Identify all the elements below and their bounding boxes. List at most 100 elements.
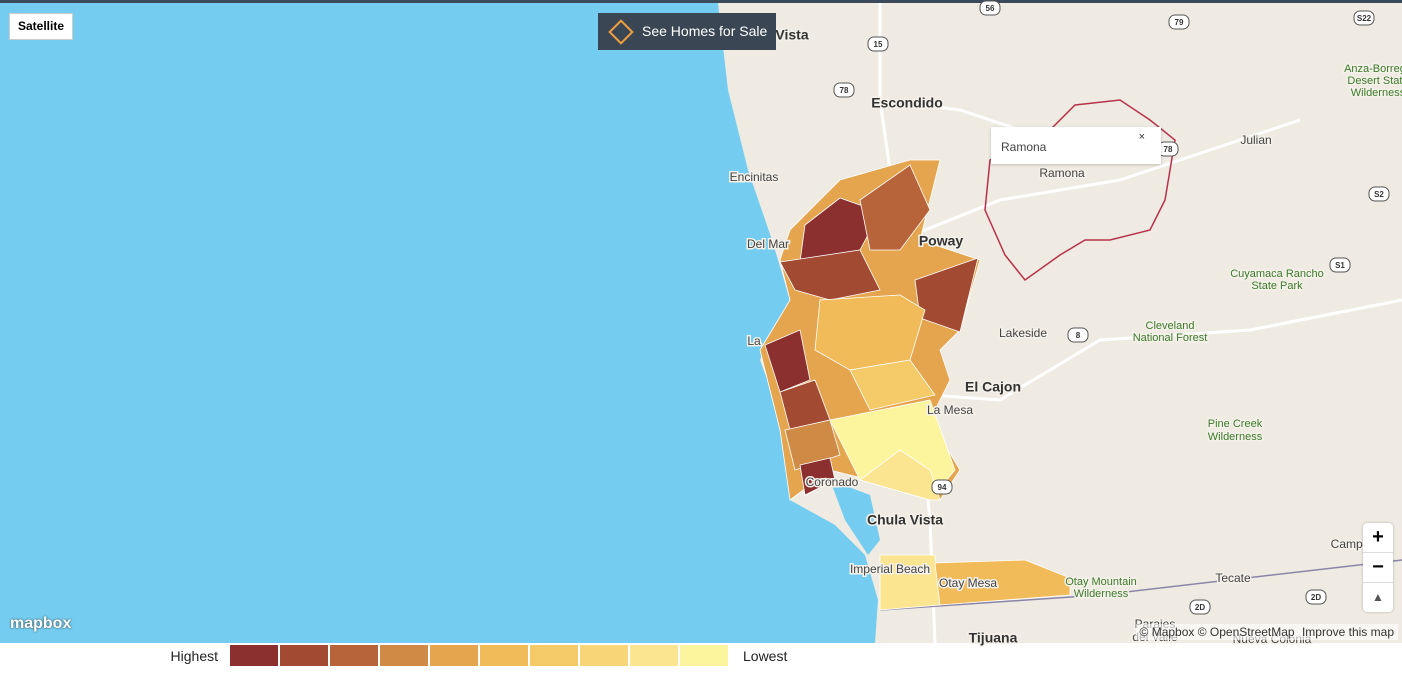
road-shield	[979, 0, 1001, 16]
road-shield	[867, 36, 889, 52]
legend-swatch	[280, 645, 328, 666]
road-shield	[1368, 186, 1390, 202]
place-label: Cleveland	[1146, 320, 1195, 332]
road-shield-label: S22	[1357, 14, 1372, 23]
popup: Ramona ×	[991, 127, 1161, 164]
region	[779, 249, 881, 301]
region	[934, 559, 1071, 606]
place-label: Tijuana	[969, 630, 1018, 646]
region	[849, 359, 936, 411]
place-label: Wilderness	[1074, 588, 1129, 600]
road-shield	[1189, 599, 1211, 615]
road-shield	[1067, 327, 1089, 343]
see-homes-button[interactable]: See Homes for Sale	[598, 13, 776, 50]
legend-low: Lowest	[743, 647, 788, 664]
road-shield	[1353, 10, 1375, 26]
icon	[608, 18, 634, 45]
legend-swatch	[480, 645, 528, 666]
place-label: Wilderness	[1351, 87, 1402, 99]
legend-swatch	[680, 645, 728, 666]
place-label: Lakeside	[999, 326, 1047, 340]
attribution: © Mapbox © OpenStreetMap Improve this ma…	[1135, 624, 1398, 640]
place-label: Ramona	[1039, 166, 1085, 180]
road-shield-label: 78	[840, 86, 849, 95]
road-shield-label: 2D	[1311, 593, 1321, 602]
place-label: Anza-Borrego	[1344, 63, 1402, 75]
place-label: Escondido	[871, 95, 943, 111]
place-label: Campo	[1331, 537, 1370, 551]
region	[859, 164, 931, 251]
region	[914, 257, 979, 333]
cta-label: See Homes for Sale	[642, 23, 768, 39]
place-label: La	[747, 334, 761, 348]
road-shield	[1305, 589, 1327, 605]
zoom-out[interactable]: −	[1363, 553, 1393, 583]
top-bar	[0, 0, 1402, 3]
region	[799, 457, 836, 496]
road-shield-label: S2	[1374, 190, 1384, 199]
zoom-control: + − ▲	[1363, 523, 1393, 612]
place-label: Chula Vista	[867, 512, 943, 528]
satellite-button[interactable]: Satellite	[9, 13, 73, 40]
road-shield-label: 8	[1076, 331, 1081, 340]
legend-swatches	[230, 645, 730, 666]
place-label: Vista	[775, 27, 808, 43]
place-label: Desert State	[1347, 75, 1402, 87]
place-label: Wilderness	[1208, 431, 1263, 443]
road-shield-label: 78	[1164, 145, 1173, 154]
road-shield	[931, 479, 953, 495]
legend-swatch	[330, 645, 378, 666]
compass[interactable]: ▲	[1372, 590, 1384, 604]
border-line	[879, 559, 1402, 611]
region	[784, 419, 841, 471]
road-shield-label: 2D	[1195, 603, 1205, 612]
place-label: Tecate	[1215, 571, 1251, 585]
credits: © Mapbox © OpenStreetMap	[1139, 625, 1295, 639]
place-label: Otay Mesa	[939, 576, 997, 590]
place-label: La Mesa	[927, 403, 973, 417]
road	[859, 298, 1402, 402]
road-shield	[1168, 14, 1190, 30]
legend-swatch	[530, 645, 578, 666]
legend: Highest Lowest	[0, 643, 1402, 668]
place-label: Poway	[919, 233, 964, 249]
place-label: Cuyamaca Rancho	[1230, 268, 1324, 280]
ramona-boundary	[984, 99, 1176, 282]
road-shield-label: 79	[1175, 18, 1184, 27]
bay	[830, 480, 880, 555]
legend-swatch	[230, 645, 278, 666]
place-label: Del Mar	[747, 237, 789, 251]
place-label: State Park	[1251, 280, 1303, 292]
road-shield	[833, 82, 855, 98]
zoom-in[interactable]: +	[1363, 523, 1393, 553]
popup-title: Ramona	[1001, 140, 1047, 154]
legend-swatch	[430, 645, 478, 666]
road-shield	[1329, 257, 1351, 273]
place-label: Julian	[1240, 133, 1271, 147]
improve-link[interactable]: Improve this map	[1301, 625, 1394, 639]
place-label: Imperial Beach	[850, 562, 930, 576]
road-shield-label: 56	[986, 4, 995, 13]
legend-swatch	[580, 645, 628, 666]
road	[899, 118, 1301, 242]
road-shield-label: S1	[1335, 261, 1345, 270]
mapbox-logo: mapbox	[10, 615, 72, 632]
legend-high: Highest	[170, 647, 218, 664]
road-shield-label: 94	[938, 483, 947, 492]
place-label: El Cajon	[965, 379, 1021, 395]
region	[814, 294, 926, 371]
place-label: Coronado	[806, 475, 859, 489]
legend-swatch	[380, 645, 428, 666]
place-label: Encinitas	[730, 170, 779, 184]
place-label: Otay Mountain	[1065, 576, 1137, 588]
ocean	[0, 3, 878, 643]
road-shield-label: 15	[874, 40, 883, 49]
legend-swatch	[630, 645, 678, 666]
region	[764, 329, 811, 393]
choropleth	[759, 159, 1071, 611]
place-label: National Forest	[1133, 332, 1208, 344]
popup-close[interactable]: ×	[1138, 131, 1145, 143]
place-label: Pine Creek	[1208, 418, 1263, 430]
